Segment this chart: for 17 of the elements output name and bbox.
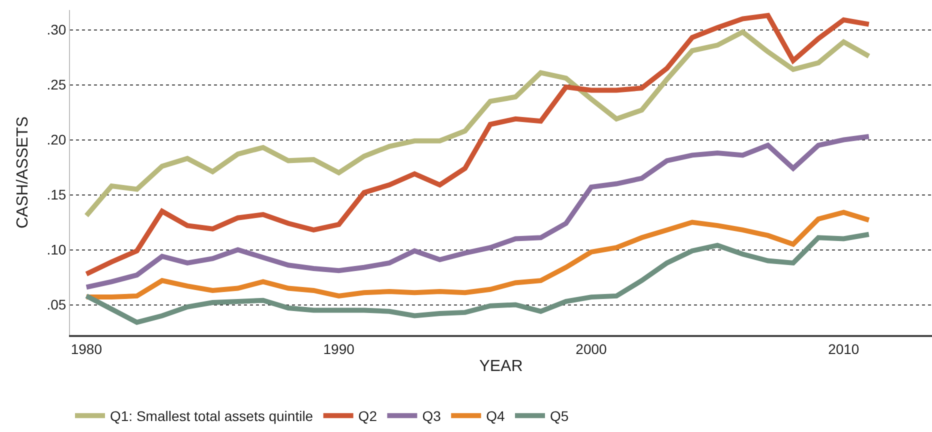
y-tick-label: .10: [46, 242, 66, 258]
legend-label: Q1: Smallest total assets quintile: [110, 408, 314, 424]
x-tick-label: 1980: [70, 340, 102, 357]
y-tick-label: .30: [46, 22, 66, 38]
legend-label: Q2: [358, 408, 378, 424]
x-axis-title: YEAR: [479, 358, 523, 375]
x-tick-label: 2000: [576, 340, 608, 357]
y-tick-label: .05: [46, 296, 66, 313]
x-tick-label: 2010: [828, 340, 860, 357]
y-tick-label: .15: [46, 186, 66, 203]
y-axis-title: CASH/ASSETS: [14, 116, 32, 229]
y-tick-label: .20: [46, 132, 66, 148]
legend-label: Q5: [550, 408, 569, 424]
x-tick-label: 1990: [323, 340, 355, 357]
legend-label: Q4: [486, 408, 505, 424]
legend-label: Q3: [422, 408, 442, 424]
y-tick-label: .25: [46, 76, 66, 93]
